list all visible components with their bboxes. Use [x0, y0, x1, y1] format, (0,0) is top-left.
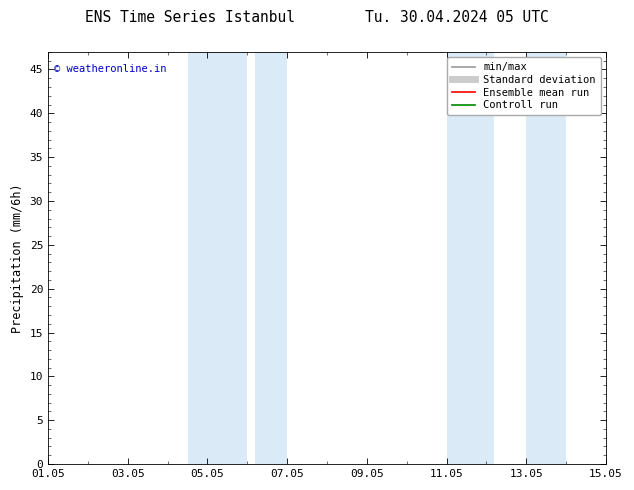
Bar — [188, 52, 247, 464]
Bar — [446, 52, 495, 464]
Bar — [256, 52, 287, 464]
Y-axis label: Precipitation (mm/6h): Precipitation (mm/6h) — [11, 183, 24, 333]
Text: © weatheronline.in: © weatheronline.in — [54, 64, 166, 74]
Text: ENS Time Series Istanbul        Tu. 30.04.2024 05 UTC: ENS Time Series Istanbul Tu. 30.04.2024 … — [85, 10, 549, 25]
Legend: min/max, Standard deviation, Ensemble mean run, Controll run: min/max, Standard deviation, Ensemble me… — [446, 57, 601, 115]
Bar — [526, 52, 566, 464]
